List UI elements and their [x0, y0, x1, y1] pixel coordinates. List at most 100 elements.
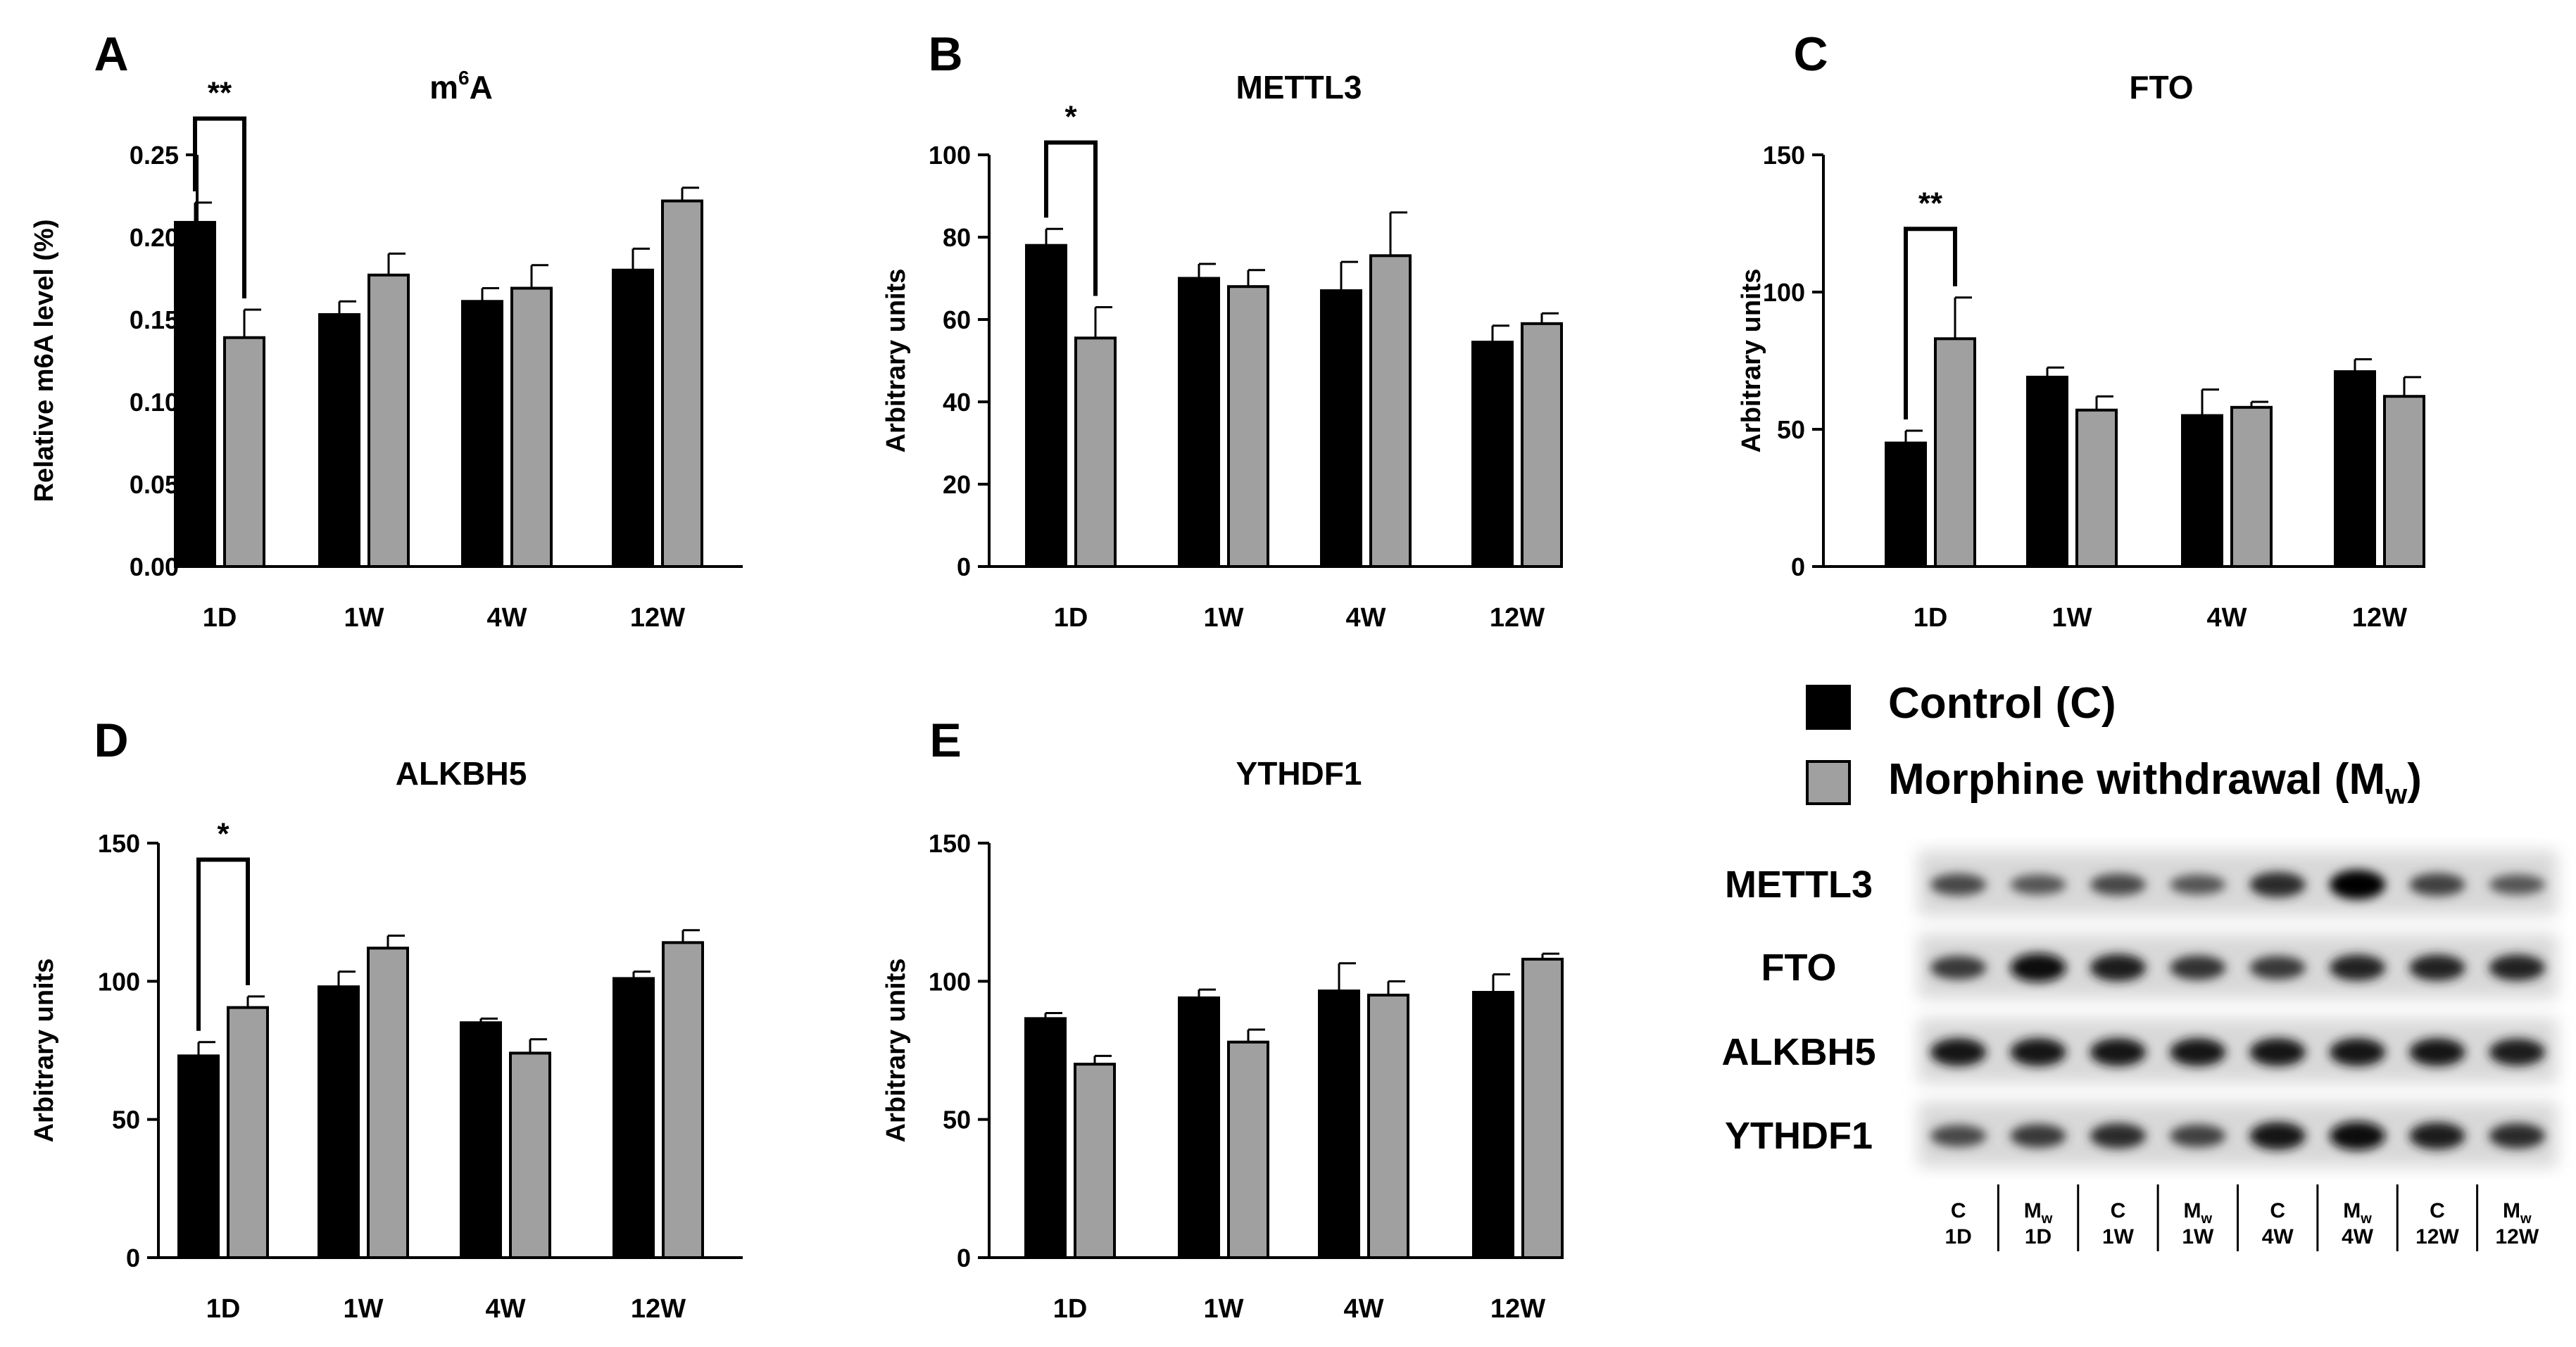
x-tick-label: 1D [206, 1294, 241, 1324]
bar-morphine-12w [1521, 322, 1563, 568]
y-axis-label: Arbitrary units [881, 959, 911, 1143]
blot-band [2010, 1124, 2066, 1148]
blot-band [2010, 874, 2066, 895]
blot-row-label: METTL3 [1725, 864, 1873, 906]
significance-bracket [1904, 227, 1957, 419]
lane-time-label: 4W [2342, 1225, 2374, 1248]
bar-control-1w [2026, 375, 2068, 569]
blot-band [2010, 953, 2066, 982]
chart-title: FTO [2129, 69, 2193, 106]
bar-control-1d [174, 220, 216, 568]
blot-band [2489, 874, 2545, 895]
bar-control-1w [1178, 996, 1220, 1259]
y-tick-label: 0.25 [130, 141, 179, 170]
blot-band [1930, 956, 1987, 980]
y-tick-label: 0 [126, 1244, 140, 1272]
x-tick-label: 1D [1914, 603, 1948, 633]
lane-time-label: 12W [2495, 1225, 2539, 1248]
x-tick-label: 4W [1344, 1294, 1384, 1324]
bar-morphine-1d [1074, 1063, 1116, 1259]
blot-row-fto: FTO [1761, 934, 2557, 999]
blot-band [2329, 870, 2386, 899]
y-tick-label: 150 [98, 829, 140, 858]
y-tick-label: 40 [943, 388, 971, 417]
chart-title: YTHDF1 [1236, 755, 1362, 792]
x-tick-label: 12W [631, 1294, 686, 1324]
y-tick-label: 0 [957, 1244, 971, 1272]
lane-time-label: 1W [2182, 1225, 2214, 1248]
legend-label-morphine: Morphine withdrawal (Mw) [1888, 755, 2422, 810]
blot-band [2409, 954, 2465, 981]
blot-band [2489, 1038, 2545, 1066]
blot-band [2489, 1123, 2545, 1149]
significance-label: ** [208, 76, 232, 110]
bar-morphine-1w [1227, 1040, 1269, 1259]
blot-row-alkbh5: ALKBH5 [1721, 1018, 2557, 1083]
blot-band [2329, 1121, 2386, 1151]
x-tick-label: 12W [1490, 603, 1545, 633]
bar-control-1d [177, 1054, 220, 1260]
x-tick-label: 12W [2352, 603, 2407, 633]
blot-band [2489, 954, 2545, 981]
blot-band [2329, 1038, 2386, 1066]
blot-row-label: FTO [1761, 947, 1837, 989]
lane-group-label: Mw [2024, 1199, 2053, 1227]
chart-panel-d: D ALKBH5 Arbitrary units 0 50 100 150 1D 1W 4W 12W… [30, 714, 743, 1324]
legend-label-control: Control (C) [1888, 679, 2116, 728]
blot-row-label: YTHDF1 [1725, 1115, 1873, 1157]
lane-time-label: 1D [1945, 1225, 1972, 1248]
y-tick-label: 0.00 [130, 552, 179, 581]
bar-morphine-1w [1227, 285, 1269, 568]
chart-panel-e: E YTHDF1 Arbitrary units 0 50 100 150 1D 1W 4W 12W [881, 714, 1564, 1324]
panel-letter: B [928, 27, 962, 81]
panel-letter: C [1793, 27, 1828, 81]
blot-lane-label: C 1D [1945, 1199, 1972, 1248]
legend-swatch-control [1806, 685, 1851, 730]
x-tick-label: 1W [344, 603, 384, 633]
blot-lane-label: C 4W [2262, 1199, 2294, 1248]
y-tick-label: 0 [1791, 552, 1805, 581]
lane-time-label: 12W [2415, 1225, 2459, 1248]
x-tick-label: 1W [1204, 1294, 1244, 1324]
blot-row-ythdf1: YTHDF1 [1725, 1102, 2557, 1167]
blot-band [2249, 872, 2306, 897]
bar-control-1w [318, 985, 360, 1259]
blot-band [2090, 954, 2147, 982]
chart-title: ALKBH5 [396, 755, 527, 792]
lane-time-label: 1D [2025, 1225, 2052, 1248]
lane-group-label: Mw [2184, 1199, 2213, 1227]
x-tick-label: 1D [1053, 1294, 1088, 1324]
bar-control-4w [2181, 414, 2223, 568]
bar-morphine-1w [367, 947, 409, 1260]
bar-control-4w [461, 300, 503, 568]
bar-control-1w [1178, 277, 1220, 568]
bar-control-1d [1885, 441, 1927, 568]
blot-band [2090, 873, 2147, 896]
y-tick-label: 0.20 [130, 223, 179, 252]
y-tick-label: 150 [1763, 141, 1805, 170]
lane-group-label: C [2270, 1199, 2285, 1222]
blot-band [2170, 955, 2226, 980]
blot-band [2249, 1038, 2306, 1066]
legend-swatch-morphine [1806, 760, 1851, 805]
blot-lane-label: C 12W [2415, 1199, 2459, 1248]
y-tick-label: 80 [943, 223, 971, 252]
chart-title: METTL3 [1236, 69, 1362, 106]
significance-bracket [193, 116, 246, 298]
lane-group-label: C [1951, 1199, 1966, 1222]
bar-control-1w [318, 312, 360, 568]
bar-control-1d [1024, 1017, 1067, 1260]
significance-label: * [217, 817, 230, 852]
y-tick-label: 0.10 [130, 388, 179, 417]
y-axis-label: Arbitrary units [30, 959, 59, 1143]
y-tick-label: 0 [957, 552, 971, 581]
y-tick-label: 20 [943, 470, 971, 499]
bar-morphine-1d [1074, 336, 1117, 568]
x-tick-label: 1W [344, 1294, 384, 1324]
blot-band [2090, 1123, 2147, 1149]
